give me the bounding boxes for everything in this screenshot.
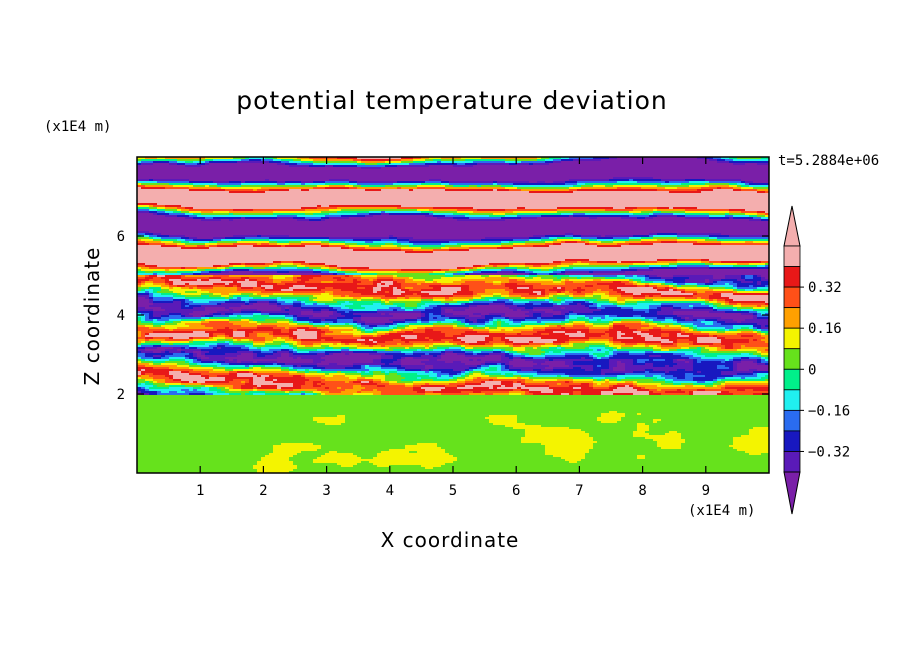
contour-field bbox=[137, 157, 770, 474]
